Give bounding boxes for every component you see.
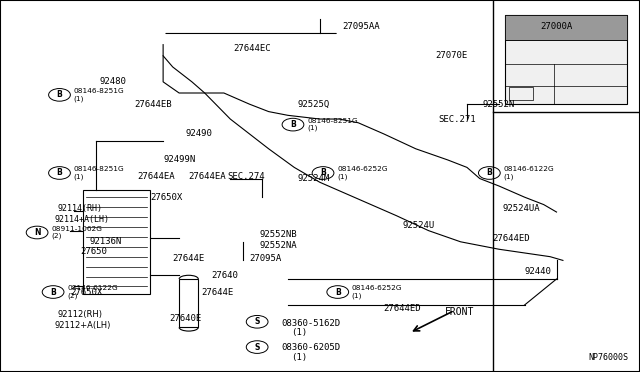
Text: 92524UA: 92524UA	[502, 204, 540, 213]
Text: FRONT: FRONT	[445, 308, 474, 317]
Text: 92552N: 92552N	[483, 100, 515, 109]
Bar	[509, 87, 533, 100]
Text: NP76000S: NP76000S	[589, 353, 628, 362]
Text: S: S	[255, 317, 260, 326]
Text: 27644E: 27644E	[202, 288, 234, 296]
Text: 92112+A(LH): 92112+A(LH)	[54, 321, 111, 330]
Text: B: B	[290, 120, 296, 129]
Text: B: B	[335, 288, 340, 296]
Text: B: B	[486, 169, 492, 177]
Text: 92524M: 92524M	[298, 174, 330, 183]
Text: (1): (1)	[291, 328, 307, 337]
Text: 08360-5162D: 08360-5162D	[282, 319, 340, 328]
Text: 27644E: 27644E	[173, 254, 205, 263]
Text: 08146-6252G
(1): 08146-6252G (1)	[337, 166, 388, 180]
Text: 27644EA: 27644EA	[189, 172, 227, 181]
Text: 27644EA: 27644EA	[138, 172, 175, 181]
Text: 08146-6122G
(2): 08146-6122G (2)	[67, 285, 118, 299]
Text: 08146-6122G
(1): 08146-6122G (1)	[504, 166, 554, 180]
Text: 27650X: 27650X	[150, 193, 182, 202]
Text: 92490: 92490	[186, 129, 212, 138]
Text: 08146-6252G
(1): 08146-6252G (1)	[352, 285, 403, 299]
Text: 08911-1062G
(2): 08911-1062G (2)	[51, 226, 102, 239]
Text: 27644EC: 27644EC	[234, 44, 271, 53]
Text: 92499N: 92499N	[163, 155, 195, 164]
Text: 27095A: 27095A	[250, 254, 282, 263]
Text: B: B	[320, 169, 326, 177]
Text: SEC.271: SEC.271	[438, 115, 476, 124]
Polygon shape	[506, 15, 627, 104]
Text: 27644EB: 27644EB	[134, 100, 172, 109]
Text: 27644ED: 27644ED	[493, 234, 530, 243]
Text: 08146-8251G
(1): 08146-8251G (1)	[74, 166, 124, 180]
Text: 27650X: 27650X	[70, 288, 102, 296]
Text: 92552NA: 92552NA	[259, 241, 297, 250]
Text: 27640E: 27640E	[170, 314, 202, 323]
Text: B: B	[56, 90, 62, 99]
Text: SEC.274: SEC.274	[227, 172, 265, 181]
Text: 92440: 92440	[525, 267, 552, 276]
Text: (1): (1)	[291, 353, 307, 362]
Text: 92552NB: 92552NB	[259, 230, 297, 239]
Text: 92114(RH): 92114(RH)	[58, 204, 102, 213]
Text: 27640: 27640	[211, 271, 238, 280]
Text: B: B	[56, 169, 62, 177]
Text: S: S	[255, 343, 260, 352]
Text: 08146-8251G
(1): 08146-8251G (1)	[307, 118, 358, 131]
Text: 92525Q: 92525Q	[298, 100, 330, 109]
Text: 08360-6205D: 08360-6205D	[282, 343, 340, 352]
Text: 08146-8251G
(1): 08146-8251G (1)	[74, 88, 124, 102]
Text: 27095AA: 27095AA	[342, 22, 380, 31]
Text: 27000A: 27000A	[541, 22, 573, 31]
Text: 92524U: 92524U	[403, 221, 435, 230]
Bar	[506, 15, 627, 40]
Text: 27644ED: 27644ED	[384, 304, 421, 313]
Text: 92114+A(LH): 92114+A(LH)	[54, 215, 109, 224]
Text: 27650: 27650	[80, 247, 107, 256]
Text: B: B	[50, 288, 56, 296]
Text: N: N	[34, 228, 40, 237]
Text: 92136N: 92136N	[90, 237, 122, 246]
Text: 92112(RH): 92112(RH)	[58, 310, 102, 319]
Text: 92480: 92480	[99, 77, 126, 86]
Text: 27070E: 27070E	[435, 51, 467, 60]
